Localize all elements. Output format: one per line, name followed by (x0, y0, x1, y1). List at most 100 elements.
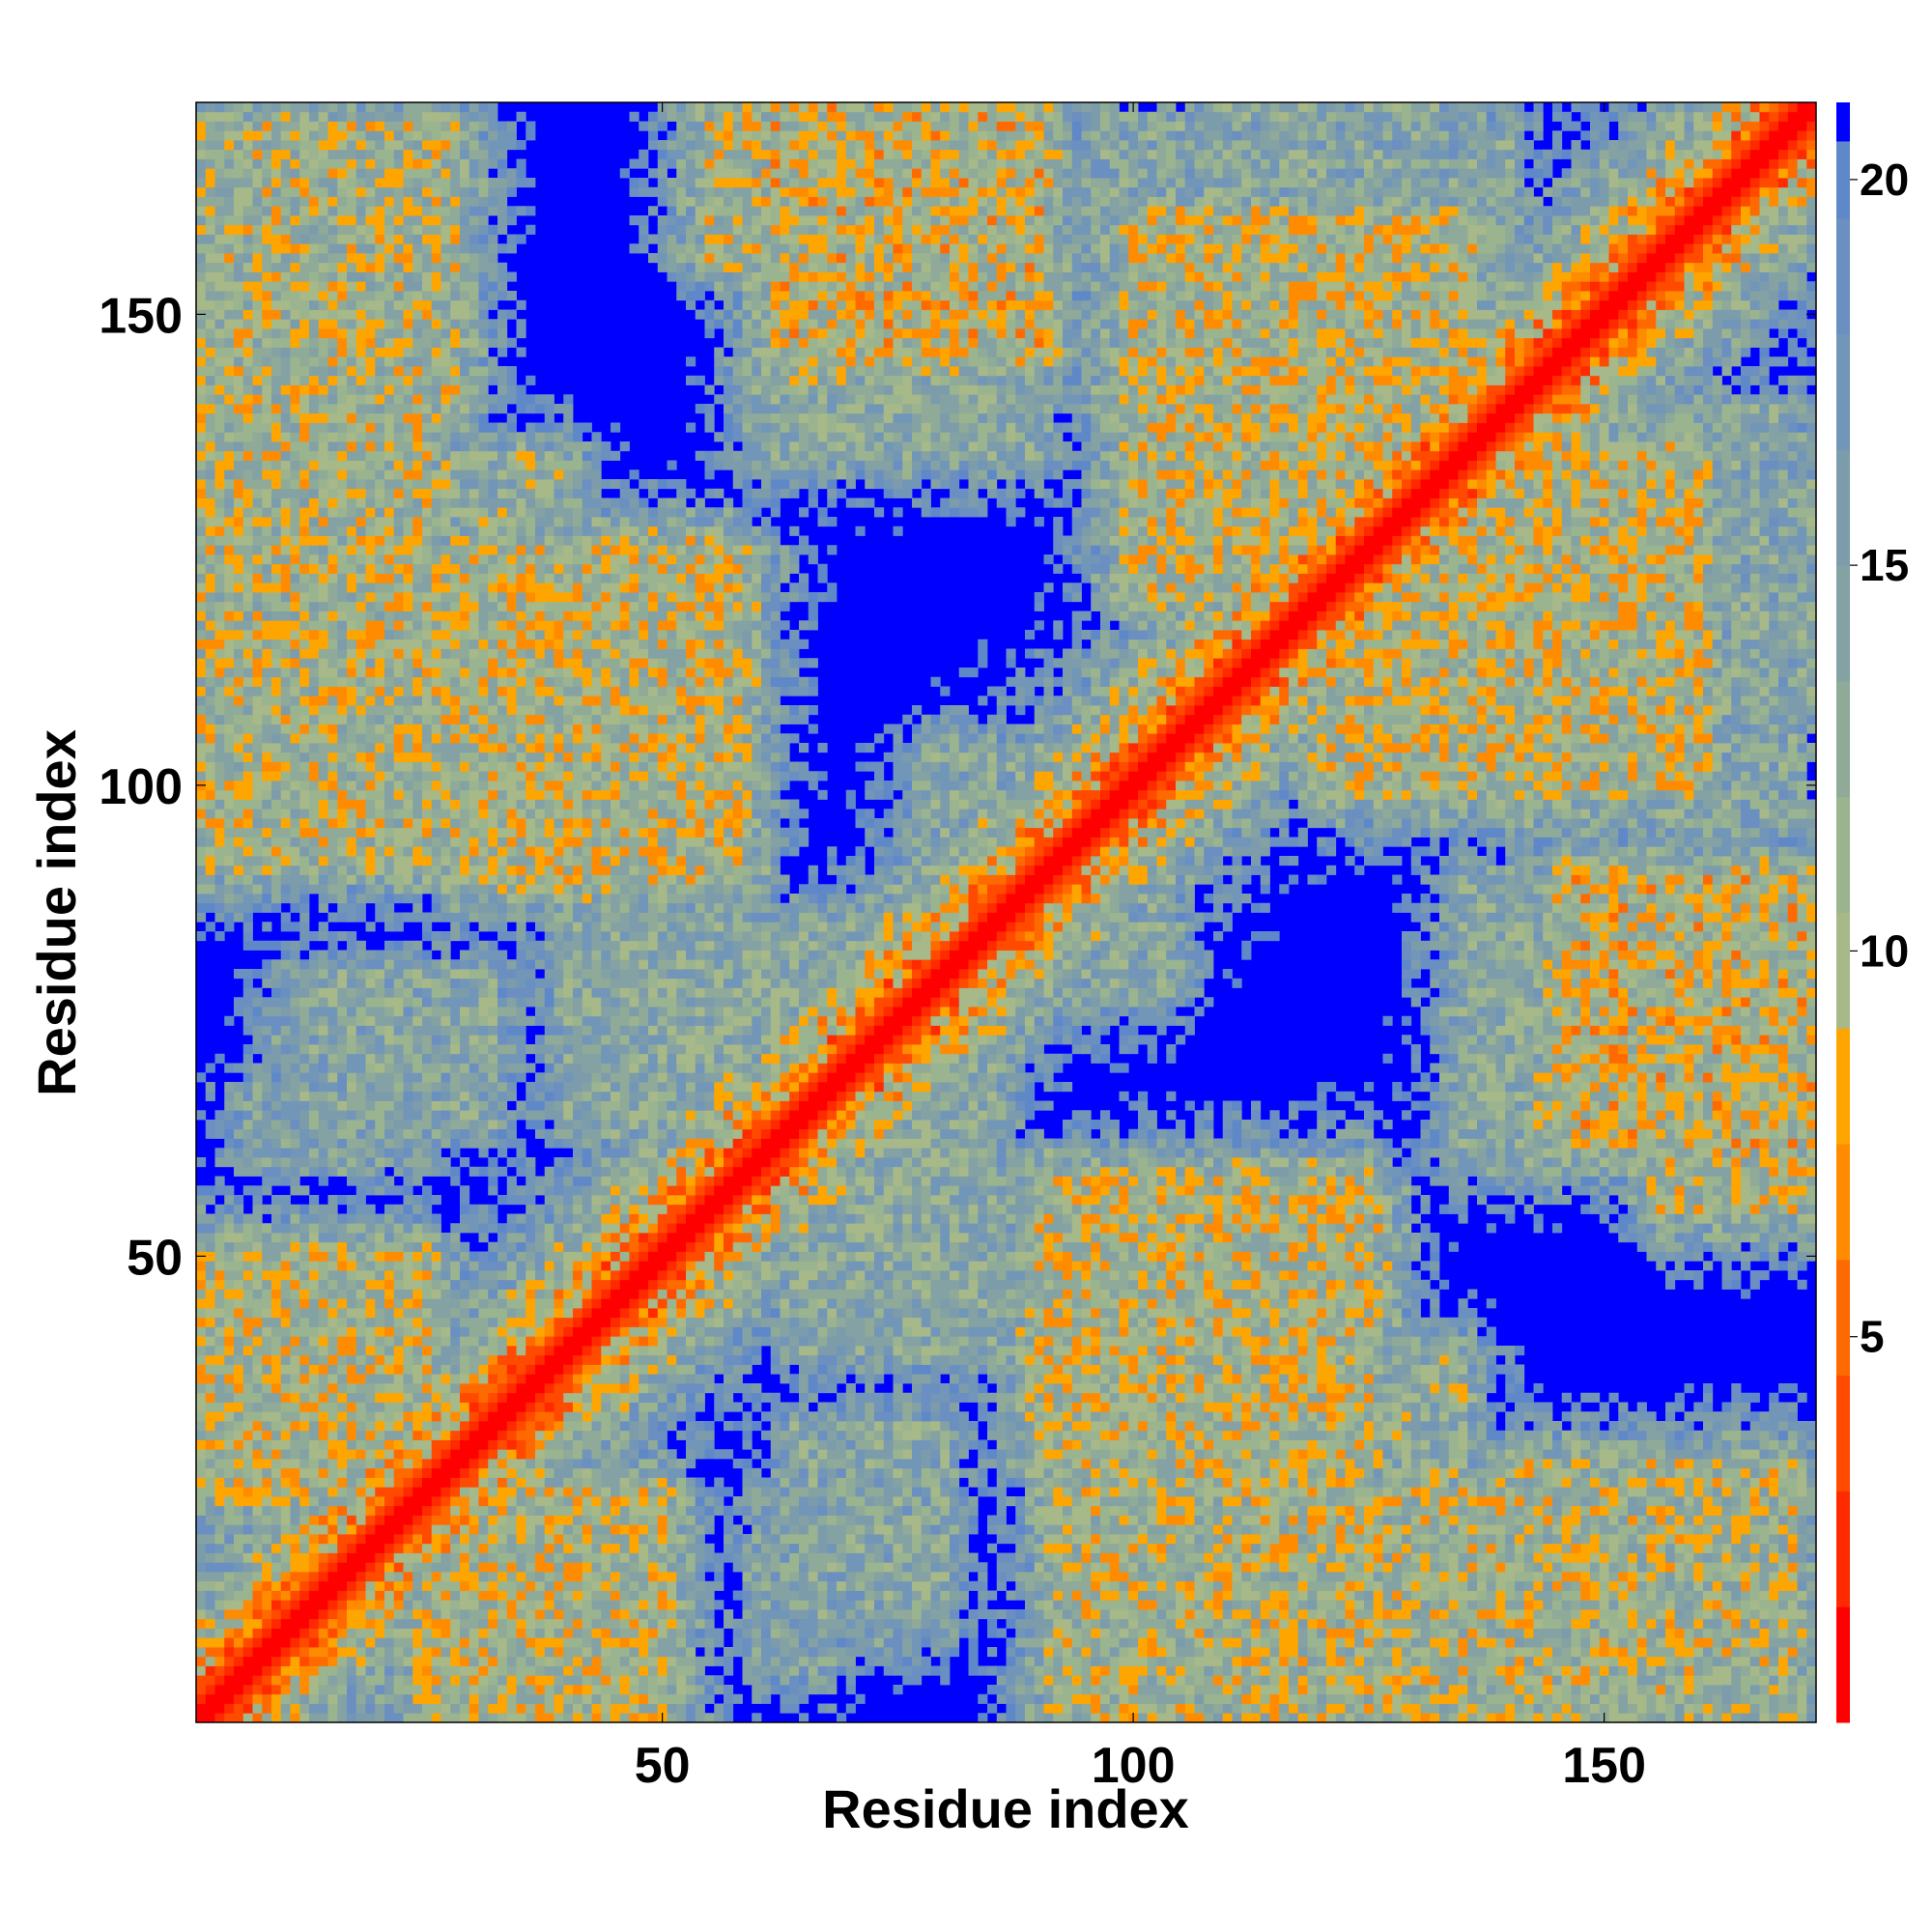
heatmap-cell (450, 384, 461, 395)
heatmap-cell (355, 158, 366, 169)
heatmap-cell (422, 1459, 433, 1469)
heatmap-cell (214, 648, 225, 659)
heatmap-cell (290, 488, 300, 498)
heatmap-cell (280, 573, 291, 583)
heatmap-cell (355, 1402, 366, 1412)
heatmap-cell (355, 1063, 366, 1073)
heatmap-cell (384, 1035, 395, 1045)
heatmap-cell (309, 1609, 320, 1620)
heatmap-cell (290, 441, 300, 452)
heatmap-cell (234, 1308, 244, 1319)
heatmap-cell (280, 997, 291, 1008)
heatmap-cell (365, 337, 376, 348)
heatmap-cell (412, 658, 423, 668)
heatmap-cell (431, 997, 441, 1008)
heatmap-cell (355, 1100, 366, 1111)
heatmap-cell (318, 1543, 328, 1553)
heatmap-cell (234, 1411, 244, 1422)
heatmap-cell (478, 1449, 489, 1460)
heatmap-cell (440, 1091, 451, 1101)
heatmap-cell (337, 1467, 348, 1478)
heatmap-cell (205, 1063, 215, 1073)
heatmap-cell (196, 1346, 207, 1356)
heatmap-cell (214, 356, 225, 367)
heatmap-cell (196, 1354, 207, 1365)
heatmap-cell (290, 658, 300, 668)
heatmap-cell (347, 668, 357, 678)
heatmap-cell (337, 1685, 348, 1695)
heatmap-cell (214, 1053, 225, 1064)
heatmap-cell (214, 1496, 225, 1507)
heatmap-cell (422, 1007, 433, 1017)
heatmap-cell (440, 874, 451, 885)
heatmap-cell (431, 291, 441, 301)
heatmap-cell (214, 1374, 225, 1384)
heatmap-cell (299, 1496, 310, 1507)
heatmap-cell (431, 1317, 441, 1327)
heatmap-cell (327, 432, 338, 442)
heatmap-cell (318, 827, 328, 838)
heatmap-cell (224, 827, 235, 838)
heatmap-cell (403, 573, 413, 583)
heatmap-cell (422, 121, 433, 131)
heatmap-cell (450, 705, 461, 716)
heatmap-cell (262, 394, 272, 405)
heatmap-cell (422, 1110, 433, 1121)
heatmap-cell (431, 158, 441, 169)
heatmap-cell (403, 1128, 413, 1139)
heatmap-cell (384, 1572, 395, 1582)
heatmap-cell (355, 291, 366, 301)
heatmap-cell (290, 582, 300, 593)
heatmap-cell (205, 535, 215, 546)
heatmap-cell (384, 309, 395, 320)
heatmap-cell (375, 1176, 385, 1186)
heatmap-cell (412, 1628, 423, 1638)
heatmap-cell (280, 978, 291, 988)
heatmap-cell (440, 1082, 451, 1093)
heatmap-cell (375, 1374, 385, 1384)
heatmap-cell (290, 168, 300, 179)
heatmap-cell (365, 761, 376, 772)
heatmap-cell (309, 168, 320, 179)
heatmap-cell (412, 1590, 423, 1601)
heatmap-cell (422, 620, 433, 631)
heatmap-cell (242, 140, 253, 151)
heatmap-cell (347, 1204, 357, 1214)
heatmap-cell (355, 761, 366, 772)
heatmap-cell (355, 1176, 366, 1186)
heatmap-cell (365, 799, 376, 810)
heatmap-cell (242, 1128, 253, 1139)
heatmap-cell (290, 1402, 300, 1412)
heatmap-cell (252, 1308, 263, 1319)
heatmap-cell (365, 1534, 376, 1545)
heatmap-cell (355, 281, 366, 292)
heatmap-cell (393, 771, 404, 781)
heatmap-cell (469, 686, 479, 696)
heatmap-cell (224, 630, 235, 640)
heatmap-cell (205, 497, 215, 508)
heatmap-cell (271, 1261, 282, 1271)
heatmap-cell (242, 102, 253, 113)
heatmap-cell (469, 1166, 479, 1177)
heatmap-cell (393, 554, 404, 565)
heatmap-cell (309, 488, 320, 498)
heatmap-cell (440, 394, 451, 405)
heatmap-cell (262, 375, 272, 385)
heatmap-cell (440, 1580, 451, 1591)
heatmap-cell (412, 243, 423, 254)
heatmap-cell (422, 1336, 433, 1347)
heatmap-cell (242, 1647, 253, 1658)
heatmap-cell (403, 545, 413, 555)
heatmap-cell (327, 1138, 338, 1149)
heatmap-cell (440, 696, 451, 706)
heatmap-cell (347, 1241, 357, 1252)
heatmap-cell (337, 469, 348, 480)
heatmap-cell (234, 1487, 244, 1497)
heatmap-cell (355, 733, 366, 744)
heatmap-cell (469, 517, 479, 527)
heatmap-cell (440, 1505, 451, 1516)
heatmap-cell (252, 121, 263, 131)
heatmap-cell (355, 1487, 366, 1497)
heatmap-cell (299, 111, 310, 122)
heatmap-cell (440, 319, 451, 329)
